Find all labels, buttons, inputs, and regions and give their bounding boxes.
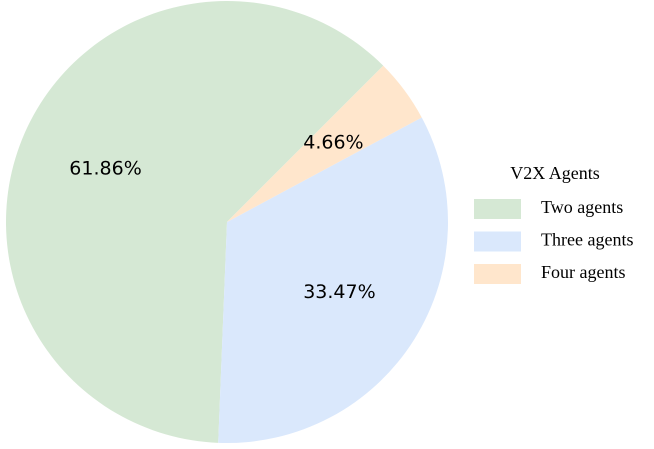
slice-label: 4.66%: [303, 131, 363, 153]
slice-label: 61.86%: [69, 157, 141, 179]
legend-swatch: [474, 199, 521, 219]
slice-label: 33.47%: [303, 281, 375, 303]
pie-slice: [218, 117, 449, 443]
legend-label: Four agents: [541, 262, 626, 282]
pie-slice: [227, 65, 422, 222]
legend-label: Three agents: [541, 230, 633, 250]
legend-swatch: [474, 264, 521, 284]
pie-slice: [6, 0, 384, 443]
legend-swatch: [474, 231, 521, 252]
legend-label: Two agents: [541, 197, 623, 217]
legend-title: V2X Agents: [510, 163, 600, 183]
